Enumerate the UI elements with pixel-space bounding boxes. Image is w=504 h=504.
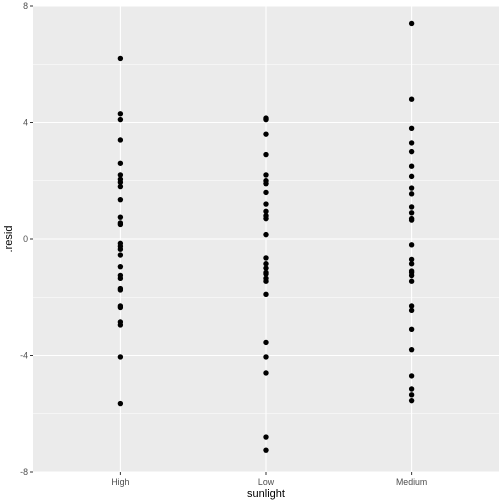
- data-point: [117, 252, 124, 258]
- data-point: [117, 179, 124, 185]
- data-point: [117, 400, 124, 407]
- y-tick-label: 8: [23, 1, 28, 11]
- y-axis-ticks: -8 -4 0 4 8: [20, 1, 33, 477]
- data-point: [117, 275, 124, 282]
- x-tick-label: Medium: [396, 477, 427, 487]
- data-point: [263, 370, 269, 376]
- data-point: [408, 217, 415, 223]
- data-point: [263, 172, 269, 178]
- x-tick-label: High: [111, 477, 129, 487]
- data-point: [408, 256, 415, 263]
- data-point: [263, 151, 269, 158]
- data-point: [117, 263, 124, 270]
- data-point: [408, 392, 415, 398]
- data-point: [263, 278, 269, 284]
- data-point: [408, 346, 415, 353]
- data-point: [117, 137, 124, 143]
- data-point: [117, 55, 124, 62]
- data-point: [408, 272, 415, 279]
- data-point: [408, 173, 415, 180]
- data-point: [408, 373, 415, 379]
- data-point: [263, 131, 269, 137]
- data-point: [117, 172, 124, 178]
- y-tick-label: -4: [20, 351, 28, 361]
- data-point: [263, 208, 269, 215]
- data-point: [408, 278, 415, 284]
- y-tick-label: 0: [23, 234, 28, 244]
- x-axis-title: sunlight: [247, 488, 285, 500]
- y-tick-label: 4: [23, 118, 28, 128]
- data-point: [263, 231, 269, 238]
- data-point: [263, 201, 269, 207]
- data-point: [117, 111, 124, 117]
- data-point: [263, 447, 269, 453]
- data-point: [408, 397, 415, 404]
- data-point: [117, 196, 124, 203]
- x-tick-label: Low: [258, 477, 275, 487]
- data-point: [263, 265, 269, 271]
- data-points: [117, 20, 415, 453]
- data-point: [408, 191, 415, 197]
- data-point: [263, 339, 269, 346]
- data-point: [117, 221, 124, 228]
- data-point: [408, 303, 415, 309]
- data-point: [408, 96, 415, 102]
- data-point: [263, 354, 269, 360]
- data-point: [263, 271, 269, 277]
- data-point: [117, 354, 124, 360]
- x-axis-ticks: High Low Medium: [111, 472, 427, 487]
- y-tick-label: -8: [20, 467, 28, 477]
- data-point: [263, 116, 269, 123]
- y-axis-title: .resid: [3, 226, 15, 253]
- data-point: [117, 116, 124, 123]
- data-point: [263, 189, 269, 196]
- data-point: [263, 291, 269, 298]
- data-point: [408, 163, 415, 169]
- data-point: [263, 215, 269, 222]
- data-point: [117, 214, 124, 220]
- data-point: [408, 261, 415, 267]
- data-point: [408, 204, 415, 210]
- data-point: [408, 386, 415, 392]
- data-point: [263, 255, 269, 261]
- data-point: [408, 307, 415, 314]
- data-point: [117, 246, 124, 252]
- data-point: [117, 183, 124, 190]
- data-point: [408, 185, 415, 191]
- data-point: [117, 160, 124, 166]
- data-point: [408, 242, 415, 248]
- data-point: [408, 125, 415, 132]
- data-point: [263, 261, 269, 267]
- data-point: [408, 326, 415, 332]
- data-point: [117, 287, 124, 293]
- data-point: [117, 322, 124, 328]
- data-point: [263, 434, 269, 440]
- data-point: [263, 180, 269, 187]
- data-point: [408, 148, 415, 155]
- data-point: [408, 20, 415, 27]
- data-point: [117, 304, 124, 311]
- data-point: [408, 210, 415, 216]
- data-point: [408, 140, 415, 146]
